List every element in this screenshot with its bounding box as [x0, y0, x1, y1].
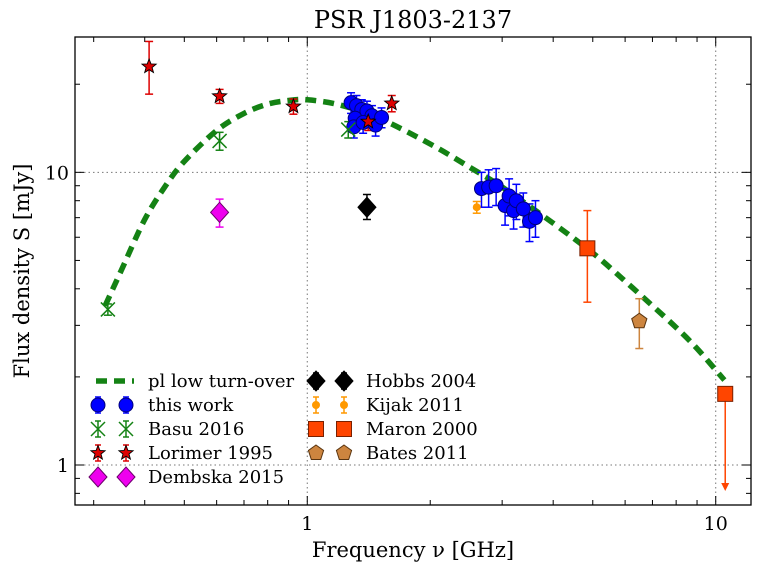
legend-marker-basu-2016 [90, 421, 106, 437]
legend-marker-kijak-2011 [312, 401, 320, 409]
x-tick-label: 1 [301, 513, 313, 535]
axis-ticks: 1 10 1 10 [45, 37, 751, 535]
legend-label-hobbs-2004: Hobbs 2004 [366, 371, 476, 392]
plot-frame [74, 36, 752, 506]
legend-marker-hobbs-2004 [306, 370, 326, 392]
chart-title: PSR J1803-2137 [314, 6, 512, 34]
point-lorimer-1995 [383, 94, 401, 111]
point-basu-2016 [100, 301, 116, 317]
point-lorimer-1995 [285, 97, 302, 114]
legend-marker-maron-2000 [336, 421, 352, 437]
data-marker-layer [100, 57, 734, 402]
point-this-work [515, 201, 531, 217]
x-axis-label: Frequency ν [GHz] [312, 538, 514, 562]
legend-marker-basu-2016 [118, 421, 134, 437]
legend-label-dembska-2015: Dembska 2015 [148, 467, 284, 488]
legend-marker-lorimer-1995 [89, 444, 107, 461]
point-lorimer-1995 [211, 87, 228, 104]
point-dembska-2015 [209, 201, 230, 224]
legend-marker-this-work [118, 397, 134, 413]
grid [75, 37, 751, 505]
point-basu-2016 [340, 122, 356, 138]
legend-marker-this-work [90, 397, 106, 413]
legend-label-kijak-2011: Kijak 2011 [366, 395, 464, 416]
legend-marker-bates-2011 [335, 444, 353, 460]
point-lorimer-1995 [359, 112, 377, 129]
legend-label-this-work: this work [148, 395, 234, 416]
point-this-work [527, 210, 543, 226]
y-axis-label: Flux density S [mJy] [10, 164, 34, 379]
legend-marker-bates-2011 [307, 444, 325, 460]
legend-marker-kijak-2011 [340, 401, 348, 409]
point-bates-2011 [631, 312, 648, 329]
legend: pl low turn-over this work Basu 2016 Lorime… [88, 370, 478, 488]
x-tick-label: 10 [704, 513, 728, 535]
legend-label-pl-low-turn-over: pl low turn-over [148, 371, 294, 392]
y-tick-label: 1 [57, 455, 69, 477]
legend-label-bates-2011: Bates 2011 [366, 443, 469, 464]
legend-label-basu-2016: Basu 2016 [148, 419, 244, 440]
point-basu-2016 [212, 133, 228, 149]
point-lorimer-1995 [140, 57, 158, 74]
legend-marker-dembska-2015 [116, 466, 136, 488]
upper-limit-arrow-maron-2000 [721, 483, 730, 491]
model-curve-layer [102, 96, 727, 382]
y-tick-label: 10 [45, 162, 69, 184]
point-maron-2000 [717, 385, 734, 402]
legend-label-lorimer-1995: Lorimer 1995 [148, 443, 273, 464]
point-hobbs-2004 [357, 196, 377, 218]
legend-marker-maron-2000 [308, 421, 324, 437]
point-maron-2000 [579, 240, 596, 257]
point-this-work [374, 109, 390, 125]
point-this-work [488, 178, 504, 194]
legend-marker-lorimer-1995 [117, 444, 135, 461]
legend-marker-dembska-2015 [88, 466, 108, 488]
point-kijak-2011 [472, 203, 481, 212]
legend-label-maron-2000: Maron 2000 [366, 419, 478, 440]
model-curve-pl-low-turn-over [102, 96, 727, 382]
legend-marker-hobbs-2004 [334, 370, 354, 392]
